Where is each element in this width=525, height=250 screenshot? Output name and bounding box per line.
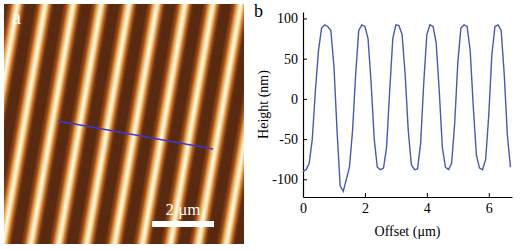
x-tick-label: 0 [300,201,307,216]
x-axis-title: Offset (μm) [375,224,441,240]
x-axis-line [304,197,513,198]
x-tick-label: 4 [424,201,431,216]
afm-image [4,4,244,244]
y-tick-label: -50 [279,132,298,147]
y-tick-mark [303,139,307,140]
y-tick: 100 [277,11,307,26]
panel-label: b [254,1,263,21]
x-tick-mark [427,193,428,197]
y-tick: -100 [272,172,307,187]
scale-bar [152,221,214,227]
y-tick-label: 50 [284,52,298,67]
y-tick-label: 100 [277,11,298,26]
x-tick-mark [365,193,366,197]
y-tick: 0 [291,92,307,107]
profile-line [58,121,213,149]
y-axis-line [303,13,304,198]
x-tick-label: 6 [486,201,493,216]
y-tick-label: 0 [291,92,298,107]
y-axis: -100 -50 0 50 100 [272,11,307,197]
x-tick-label: 2 [362,201,369,216]
figure: 2 μm a 0 2 4 6 -100 -50 0 50 100 Offset (μm) Height … [0,0,525,250]
x-tick: 2 [362,193,369,216]
panel-b: 0 2 4 6 -100 -50 0 50 100 Offset (μm) Height (nm) b [254,1,513,240]
y-tick-mark [303,99,307,100]
stripes [4,4,244,244]
plot-area [303,25,510,192]
y-tick-mark [303,59,307,60]
y-tick-label: -100 [272,172,298,187]
y-axis-title: Height (nm) [256,70,272,139]
panel-a: 2 μm a [0,0,457,250]
y-tick-mark [303,179,307,180]
y-tick: 50 [284,52,307,67]
y-tick-mark [303,18,307,19]
y-tick: -50 [279,132,307,147]
height-profile [303,25,510,192]
x-tick-mark [489,193,490,197]
stripe [219,4,244,244]
x-tick: 6 [486,193,493,216]
x-axis: 0 2 4 6 [300,193,513,216]
scale-bar-label: 2 μm [165,200,200,219]
panel-label: a [12,6,21,28]
x-tick: 4 [424,193,431,216]
